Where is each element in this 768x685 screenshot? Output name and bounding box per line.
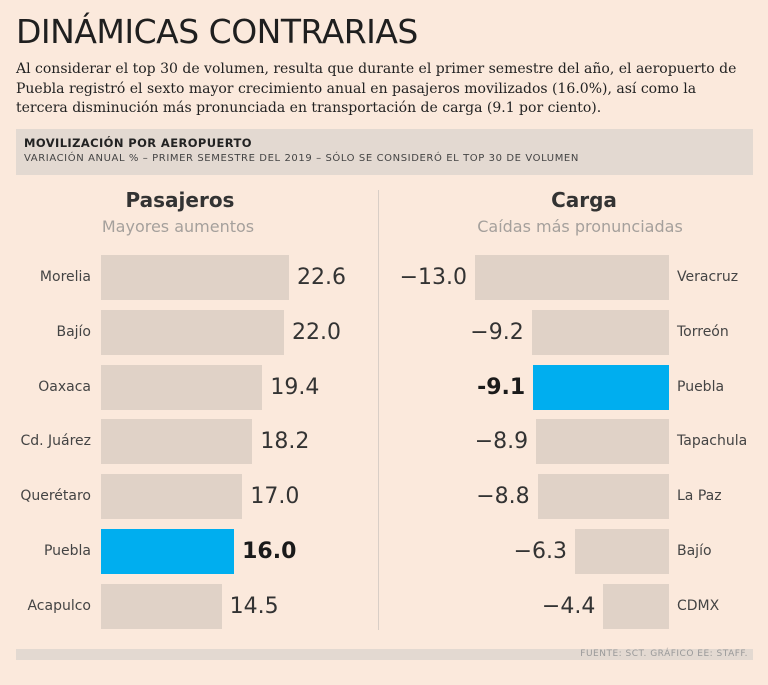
- pasajeros-category-label: Oaxaca: [38, 378, 91, 395]
- pasajeros-value-label: 17.0: [250, 484, 300, 510]
- page-title: DINÁMICAS CONTRARIAS: [16, 12, 418, 51]
- carga-bar: [537, 474, 669, 520]
- carga-category-label: Torreón: [677, 323, 729, 340]
- pasajeros-bar: [101, 529, 235, 574]
- carga-value-label: −6.3: [513, 539, 567, 564]
- pasajeros-value-label: 19.4: [270, 374, 320, 400]
- carga-category-label: Bajío: [677, 543, 712, 559]
- carga-subtitle: Caídas más pronunciadas: [477, 217, 683, 236]
- pasajeros-bar: [101, 255, 289, 300]
- carga-value-label: −9.2: [470, 319, 524, 345]
- source-note: FUENTE: SCT. GRÁFICO EE: STAFF.: [580, 649, 748, 659]
- pasajeros-value-label: 22.6: [297, 265, 346, 290]
- pasajeros-title: Pasajeros: [125, 188, 235, 212]
- carga-bar: [475, 255, 669, 300]
- banner-title: MOVILIZACIÓN POR AEROPUERTO: [24, 136, 252, 150]
- pasajeros-category-label: Bajío: [56, 323, 91, 340]
- pasajeros-value-label: 16.0: [242, 539, 297, 564]
- pasajeros-bar: [101, 364, 263, 410]
- carga-value-label: −13.0: [399, 265, 467, 290]
- pasajeros-category-label: Puebla: [43, 543, 91, 559]
- pasajeros-subtitle: Mayores aumentos: [101, 217, 255, 236]
- carga-value-label: −8.8: [476, 484, 530, 510]
- pasajeros-bar: [101, 583, 222, 629]
- pasajeros-value-label: 18.2: [260, 429, 310, 455]
- banner-subtitle: VARIACIÓN ANUAL % – PRIMER SEMESTRE DEL …: [24, 153, 579, 164]
- pasajeros-category-label: Querétaro: [20, 488, 91, 505]
- pasajeros-value-label: 14.5: [229, 593, 279, 619]
- carga-bar: [531, 309, 669, 355]
- carga-value-label: −8.9: [474, 429, 529, 455]
- carga-bar: [603, 583, 669, 629]
- footer-bar: [16, 649, 753, 660]
- panel-divider: [378, 190, 379, 630]
- carga-category-label: La Paz: [677, 488, 722, 505]
- carga-bar: [574, 529, 669, 574]
- carga-bar: [536, 419, 669, 465]
- pasajeros-bar: [101, 309, 284, 355]
- carga-bar: [533, 364, 669, 410]
- carga-category-label: CDMX: [677, 597, 720, 614]
- pasajeros-category-label: Acapulco: [27, 597, 91, 614]
- carga-value-label: −4.4: [541, 593, 596, 619]
- carga-category-label: Tapachula: [677, 433, 748, 450]
- pasajeros-bar: [101, 474, 243, 520]
- carga-category-label: Veracruz: [677, 269, 739, 285]
- pasajeros-category-label: Morelia: [39, 269, 91, 285]
- pasajeros-bar: [101, 419, 253, 465]
- intro-text: Al considerar el top 30 de volumen, resu…: [16, 61, 737, 116]
- carga-value-label: -9.1: [477, 374, 526, 400]
- pasajeros-category-label: Cd. Juárez: [20, 433, 91, 450]
- chart-banner: MOVILIZACIÓN POR AEROPUERTO VARIACIÓN AN…: [16, 129, 753, 175]
- carga-category-label: Puebla: [677, 378, 725, 395]
- carga-title: Carga: [551, 188, 617, 212]
- pasajeros-value-label: 22.0: [292, 319, 341, 345]
